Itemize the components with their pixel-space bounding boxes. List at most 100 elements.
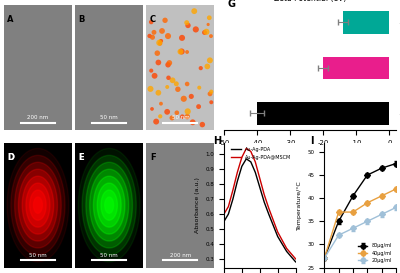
Au-Ag-PDA (235, 180, 240, 183)
Point (207, 92, 213, 96)
Point (157, 39, 163, 43)
Text: D: D (7, 153, 14, 162)
Point (158, 102, 164, 106)
Line: Au-Ag-PDA: Au-Ag-PDA (224, 159, 296, 262)
Polygon shape (90, 169, 129, 241)
Point (156, 41, 162, 45)
Text: 50 nm: 50 nm (29, 253, 47, 257)
Point (192, 27, 199, 32)
Point (162, 18, 168, 22)
Au-Ag-PDA (244, 157, 249, 161)
Point (203, 29, 210, 34)
Point (149, 35, 156, 40)
Au-Ag-PDA@MSCM (222, 212, 226, 216)
Text: 200 nm: 200 nm (27, 115, 48, 120)
Point (153, 119, 159, 124)
Polygon shape (86, 162, 132, 248)
Point (188, 94, 194, 99)
Point (159, 29, 165, 33)
Point (199, 122, 206, 127)
Point (154, 51, 160, 55)
Polygon shape (30, 190, 46, 220)
Polygon shape (11, 155, 65, 255)
Text: H: H (213, 136, 221, 147)
Point (166, 61, 172, 65)
Polygon shape (7, 149, 69, 262)
Au-Ag-PDA@MSCM (248, 150, 253, 153)
Point (149, 107, 155, 111)
Point (155, 91, 162, 95)
Point (208, 100, 214, 105)
Polygon shape (78, 149, 140, 262)
Point (208, 90, 214, 94)
Au-Ag-PDA@MSCM (262, 193, 267, 196)
Point (177, 49, 184, 54)
Point (164, 85, 170, 89)
Polygon shape (101, 190, 117, 220)
Point (198, 66, 204, 70)
Point (175, 87, 181, 91)
Au-Ag-PDA@MSCM (257, 177, 262, 180)
Line: Au-Ag-PDA@MSCM: Au-Ag-PDA@MSCM (224, 149, 296, 259)
Polygon shape (34, 197, 42, 213)
Point (205, 22, 211, 27)
Point (169, 78, 176, 82)
Point (157, 41, 163, 46)
Bar (257, 102, 389, 124)
Point (179, 114, 186, 119)
Polygon shape (82, 155, 136, 255)
Point (165, 63, 171, 67)
Point (206, 16, 212, 20)
Text: E: E (79, 153, 84, 162)
Polygon shape (22, 176, 54, 234)
Point (174, 111, 180, 115)
Point (184, 82, 190, 86)
Au-Ag-PDA@MSCM (293, 257, 298, 260)
Point (201, 30, 208, 35)
Polygon shape (97, 183, 121, 227)
Point (146, 34, 153, 38)
Text: D: D (7, 153, 14, 162)
Au-Ag-PDA (293, 260, 298, 263)
Point (180, 97, 187, 101)
Au-Ag-PDA@MSCM (275, 230, 280, 234)
Point (184, 20, 190, 25)
Au-Ag-PDA (262, 200, 267, 204)
Point (165, 34, 171, 38)
Polygon shape (94, 176, 125, 234)
Title: Zeta Potential (eV): Zeta Potential (eV) (274, 0, 346, 3)
Text: B: B (79, 16, 85, 25)
Point (148, 20, 154, 24)
Au-Ag-PDA (230, 198, 235, 201)
Point (147, 87, 154, 91)
Au-Ag-PDA@MSCM (284, 247, 289, 250)
Point (155, 60, 162, 65)
Au-Ag-PDA@MSCM (266, 206, 271, 210)
Au-Ag-PDA (240, 165, 244, 168)
Point (184, 50, 190, 54)
Point (184, 114, 190, 119)
Au-Ag-PDA (253, 171, 258, 174)
Au-Ag-PDA@MSCM (240, 156, 244, 159)
Point (158, 39, 164, 43)
Au-Ag-PDA (284, 250, 289, 253)
Au-Ag-PDA@MSCM (235, 171, 240, 174)
Text: 50 nm: 50 nm (172, 115, 189, 120)
Text: 50 nm: 50 nm (100, 115, 118, 120)
Point (196, 85, 202, 90)
Au-Ag-PDA@MSCM (226, 205, 231, 208)
Polygon shape (18, 169, 58, 241)
Point (185, 23, 191, 28)
Au-Ag-PDA (226, 212, 231, 216)
Point (184, 109, 191, 114)
Point (196, 104, 202, 109)
Point (157, 114, 164, 118)
Point (207, 58, 213, 63)
Au-Ag-PDA (222, 220, 226, 223)
Point (178, 49, 185, 54)
Au-Ag-PDA (257, 186, 262, 189)
Bar (323, 57, 389, 79)
Au-Ag-PDA@MSCM (253, 160, 258, 164)
Point (191, 9, 198, 13)
Point (151, 74, 158, 78)
